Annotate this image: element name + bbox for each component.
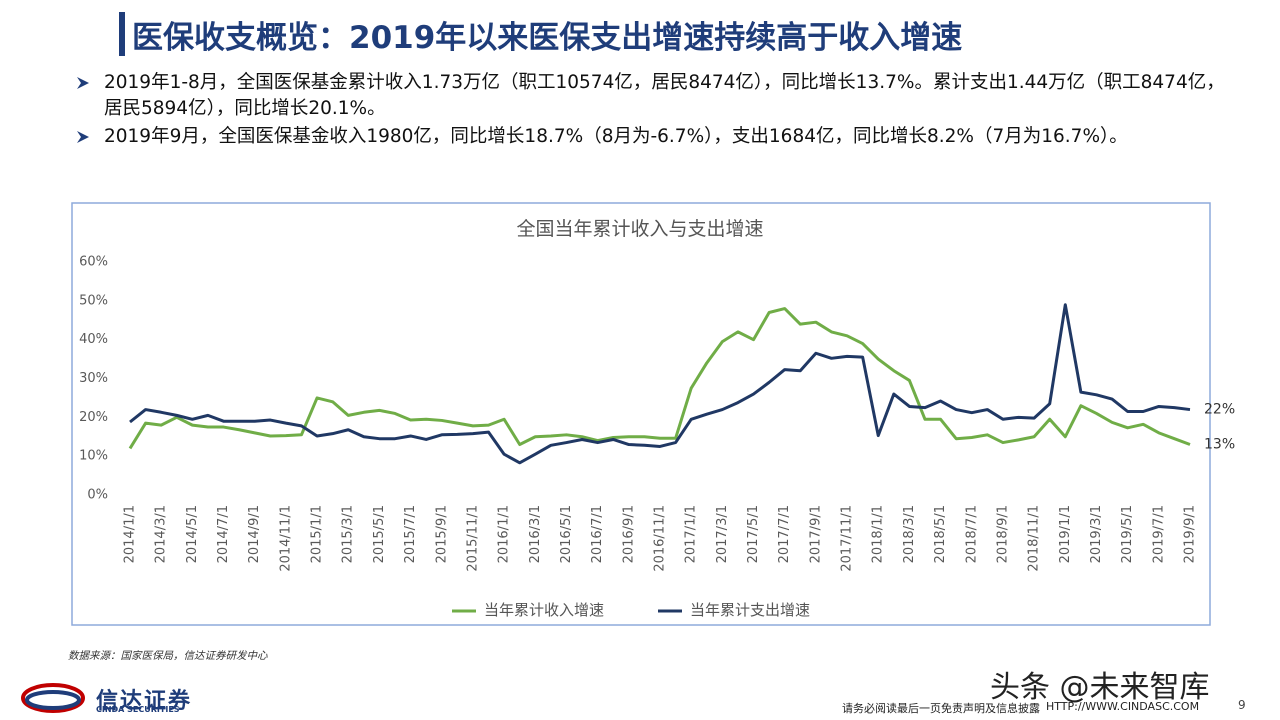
x-tick-label: 2019/7/1 <box>1151 505 1166 563</box>
logo-text: 信达证券 <box>96 689 193 714</box>
legend-label: 当年累计收入增速 <box>484 601 604 619</box>
chart-frame <box>71 202 1211 626</box>
logo-en: CINDA SECURITIES <box>96 705 180 714</box>
y-tick-label: 60% <box>79 255 108 270</box>
x-tick-label: 2017/9/1 <box>808 505 823 563</box>
x-tick-label: 2016/1/1 <box>497 505 512 563</box>
data-label: 22% <box>1204 402 1235 418</box>
x-tick-label: 2017/3/1 <box>715 505 730 563</box>
data-label: 13% <box>1204 437 1235 453</box>
bullet: 2019年1-8月，全国医保基金累计收入1.73万亿（职工10574亿，居民84… <box>76 70 1236 122</box>
bullet-text: 2019年1-8月，全国医保基金累计收入1.73万亿（职工10574亿，居民84… <box>104 72 1225 119</box>
series-line <box>128 307 1191 450</box>
y-tick-label: 30% <box>79 371 108 386</box>
url: HTTP://WWW.CINDASC.COM <box>1046 700 1200 713</box>
x-tick-label: 2014/9/1 <box>247 505 262 563</box>
bullet-icon <box>77 131 89 143</box>
x-tick-label: 2018/9/1 <box>995 505 1010 563</box>
page-number: 9 <box>1238 698 1246 712</box>
source: 数据来源：国家医保局，信达证券研发中心 <box>68 650 268 662</box>
title-bar <box>119 12 125 56</box>
x-tick-label: 2016/7/1 <box>590 505 605 563</box>
disclaimer: 请务必阅读最后一页免责声明及信息披露 <box>842 702 1040 715</box>
logo-icon <box>21 683 85 713</box>
x-tick-label: 2019/3/1 <box>1089 505 1104 563</box>
y-tick-label: 40% <box>79 332 108 347</box>
x-tick-label: 2018/11/1 <box>1027 505 1042 572</box>
chart-title: 全国当年累计收入与支出增速 <box>516 218 763 240</box>
x-tick-label: 2018/7/1 <box>964 505 979 563</box>
x-tick-label: 2017/5/1 <box>746 505 761 563</box>
x-tick-label: 2015/11/1 <box>465 505 480 572</box>
x-tick-label: 2014/1/1 <box>123 505 138 563</box>
x-tick-label: 2015/7/1 <box>403 505 418 563</box>
y-tick-label: 10% <box>79 449 108 464</box>
y-tick-label: 50% <box>79 293 108 308</box>
watermark: 头条 @未来智库 <box>990 670 1210 705</box>
x-tick-label: 2014/11/1 <box>278 505 293 572</box>
x-tick-label: 2016/5/1 <box>559 505 574 563</box>
legend-label: 当年累计支出增速 <box>690 601 810 619</box>
x-tick-label: 2014/3/1 <box>154 505 169 563</box>
y-tick-label: 0% <box>87 488 108 503</box>
x-tick-label: 2019/9/1 <box>1183 505 1198 563</box>
x-tick-label: 2017/7/1 <box>777 505 792 563</box>
x-tick-label: 2015/1/1 <box>310 505 325 563</box>
x-tick-label: 2019/5/1 <box>1120 505 1135 563</box>
x-tick-label: 2016/11/1 <box>653 505 668 572</box>
bullet-text: 2019年9月，全国医保基金收入1980亿，同比增长18.7%（8月为-6.7%… <box>104 126 1128 147</box>
y-tick-label: 20% <box>79 410 108 425</box>
slide-title: 医保收支概览：2019年以来医保支出增速持续高于收入增速 <box>132 20 963 56</box>
x-tick-label: 2014/7/1 <box>216 505 231 563</box>
bullet: 2019年9月，全国医保基金收入1980亿，同比增长18.7%（8月为-6.7%… <box>76 124 1236 150</box>
x-tick-label: 2018/5/1 <box>933 505 948 563</box>
x-tick-label: 2017/11/1 <box>840 505 855 572</box>
series-line <box>129 303 1191 465</box>
x-tick-label: 2014/5/1 <box>185 505 200 563</box>
x-tick-label: 2016/9/1 <box>621 505 636 563</box>
x-tick-label: 2015/5/1 <box>372 505 387 563</box>
x-tick-label: 2018/3/1 <box>902 505 917 563</box>
x-tick-label: 2015/9/1 <box>434 505 449 563</box>
x-tick-label: 2017/1/1 <box>684 505 699 563</box>
x-tick-label: 2018/1/1 <box>871 505 886 563</box>
x-tick-label: 2016/3/1 <box>528 505 543 563</box>
x-tick-label: 2015/3/1 <box>341 505 356 563</box>
bullet-icon <box>77 77 89 89</box>
x-tick-label: 2019/1/1 <box>1058 505 1073 563</box>
